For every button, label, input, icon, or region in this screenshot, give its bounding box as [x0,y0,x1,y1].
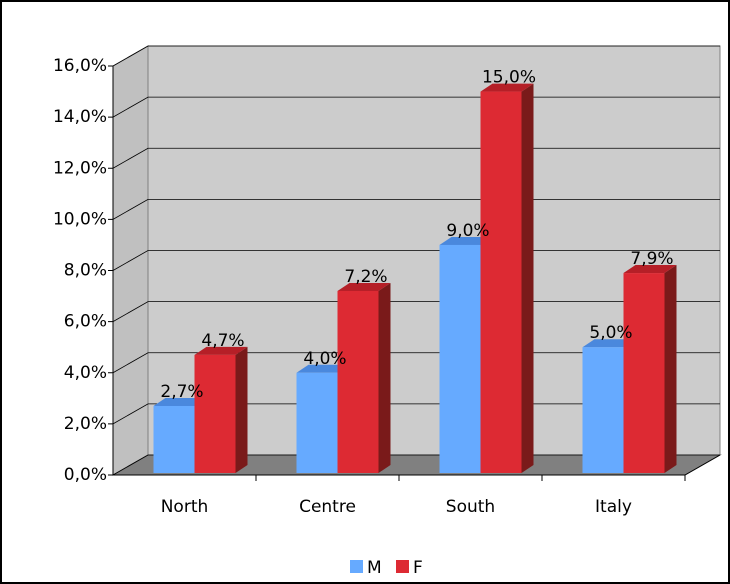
y-tick-label: 16,0% [53,56,107,76]
y-tick-label: 6,0% [64,312,107,332]
bar-top [337,282,391,291]
bar [337,290,379,473]
x-tick-label: South [446,497,495,517]
bar [153,405,195,473]
bar [194,354,236,473]
value-label: 9,0% [446,221,489,241]
y-tick-label: 4,0% [64,363,107,383]
y-tick-label: 8,0% [64,261,107,281]
value-label: 2,7% [160,382,203,402]
y-tick-label: 12,0% [53,158,107,178]
value-label: 5,0% [589,323,632,343]
value-label: 15,0% [482,68,536,88]
value-label: 4,7% [201,331,244,351]
grid-line [112,45,720,67]
legend-swatch [396,560,409,573]
value-label: 7,9% [630,249,673,269]
bar-top [480,83,534,92]
bar [582,347,624,473]
x-tick-label: North [161,497,209,517]
value-label: 4,0% [303,349,346,369]
x-tick-label: Centre [299,497,356,517]
tick-mark [684,454,721,476]
legend-label: F [413,558,423,578]
y-tick-label: 2,0% [64,414,107,434]
bar-top [194,346,248,355]
bar-side [664,265,677,473]
bar-top [439,236,493,245]
bar [623,273,665,473]
bar-top [582,339,636,348]
y-tick-label: 14,0% [53,107,107,127]
bar-top [623,265,677,274]
bar-top [153,397,207,406]
bar [296,372,338,473]
bar [439,244,481,473]
value-label: 7,2% [344,267,387,287]
legend-label: M [367,558,382,578]
x-tick-label: Italy [595,497,632,517]
y-tick-label: 10,0% [53,209,107,229]
legend-swatch [350,560,363,573]
bar-side [521,83,534,473]
bar-top [296,364,350,373]
bar-side [378,282,391,473]
y-tick-label: 0,0% [64,465,107,485]
bar [480,91,522,473]
bar-side [235,346,248,473]
